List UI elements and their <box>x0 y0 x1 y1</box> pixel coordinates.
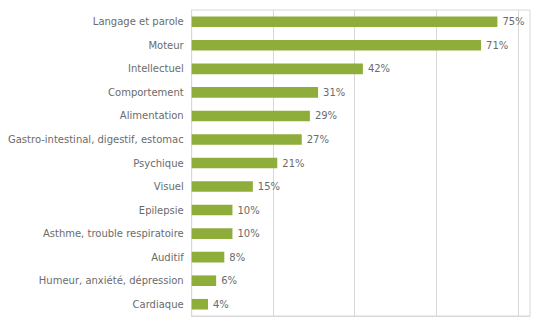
svg-text:15%: 15% <box>258 181 280 192</box>
svg-text:6%: 6% <box>221 275 237 286</box>
svg-text:Comportement: Comportement <box>108 87 184 98</box>
svg-text:27%: 27% <box>307 134 329 145</box>
svg-text:Intellectuel: Intellectuel <box>128 63 184 74</box>
svg-text:10%: 10% <box>237 205 259 216</box>
svg-text:71%: 71% <box>486 40 508 51</box>
svg-text:Moteur: Moteur <box>148 40 184 51</box>
svg-text:21%: 21% <box>282 158 304 169</box>
svg-text:Gastro-intestinal, digestif, e: Gastro-intestinal, digestif, estomac <box>8 134 184 145</box>
svg-text:4%: 4% <box>213 299 229 310</box>
svg-text:Epilepsie: Epilepsie <box>139 205 184 216</box>
svg-text:Alimentation: Alimentation <box>120 110 184 121</box>
svg-text:10%: 10% <box>237 228 259 239</box>
svg-text:Asthme, trouble respiratoire: Asthme, trouble respiratoire <box>43 228 184 239</box>
svg-text:8%: 8% <box>229 252 245 263</box>
svg-text:Humeur, anxiété, dépression: Humeur, anxiété, dépression <box>39 275 184 286</box>
svg-text:Langage et parole: Langage et parole <box>93 16 184 27</box>
svg-text:Auditif: Auditif <box>151 252 184 263</box>
svg-text:Cardiaque: Cardiaque <box>133 299 184 310</box>
svg-text:Psychique: Psychique <box>133 158 183 169</box>
svg-text:29%: 29% <box>315 110 337 121</box>
svg-text:75%: 75% <box>502 16 524 27</box>
svg-text:42%: 42% <box>368 63 390 74</box>
svg-text:31%: 31% <box>323 87 345 98</box>
svg-text:Visuel: Visuel <box>154 181 184 192</box>
